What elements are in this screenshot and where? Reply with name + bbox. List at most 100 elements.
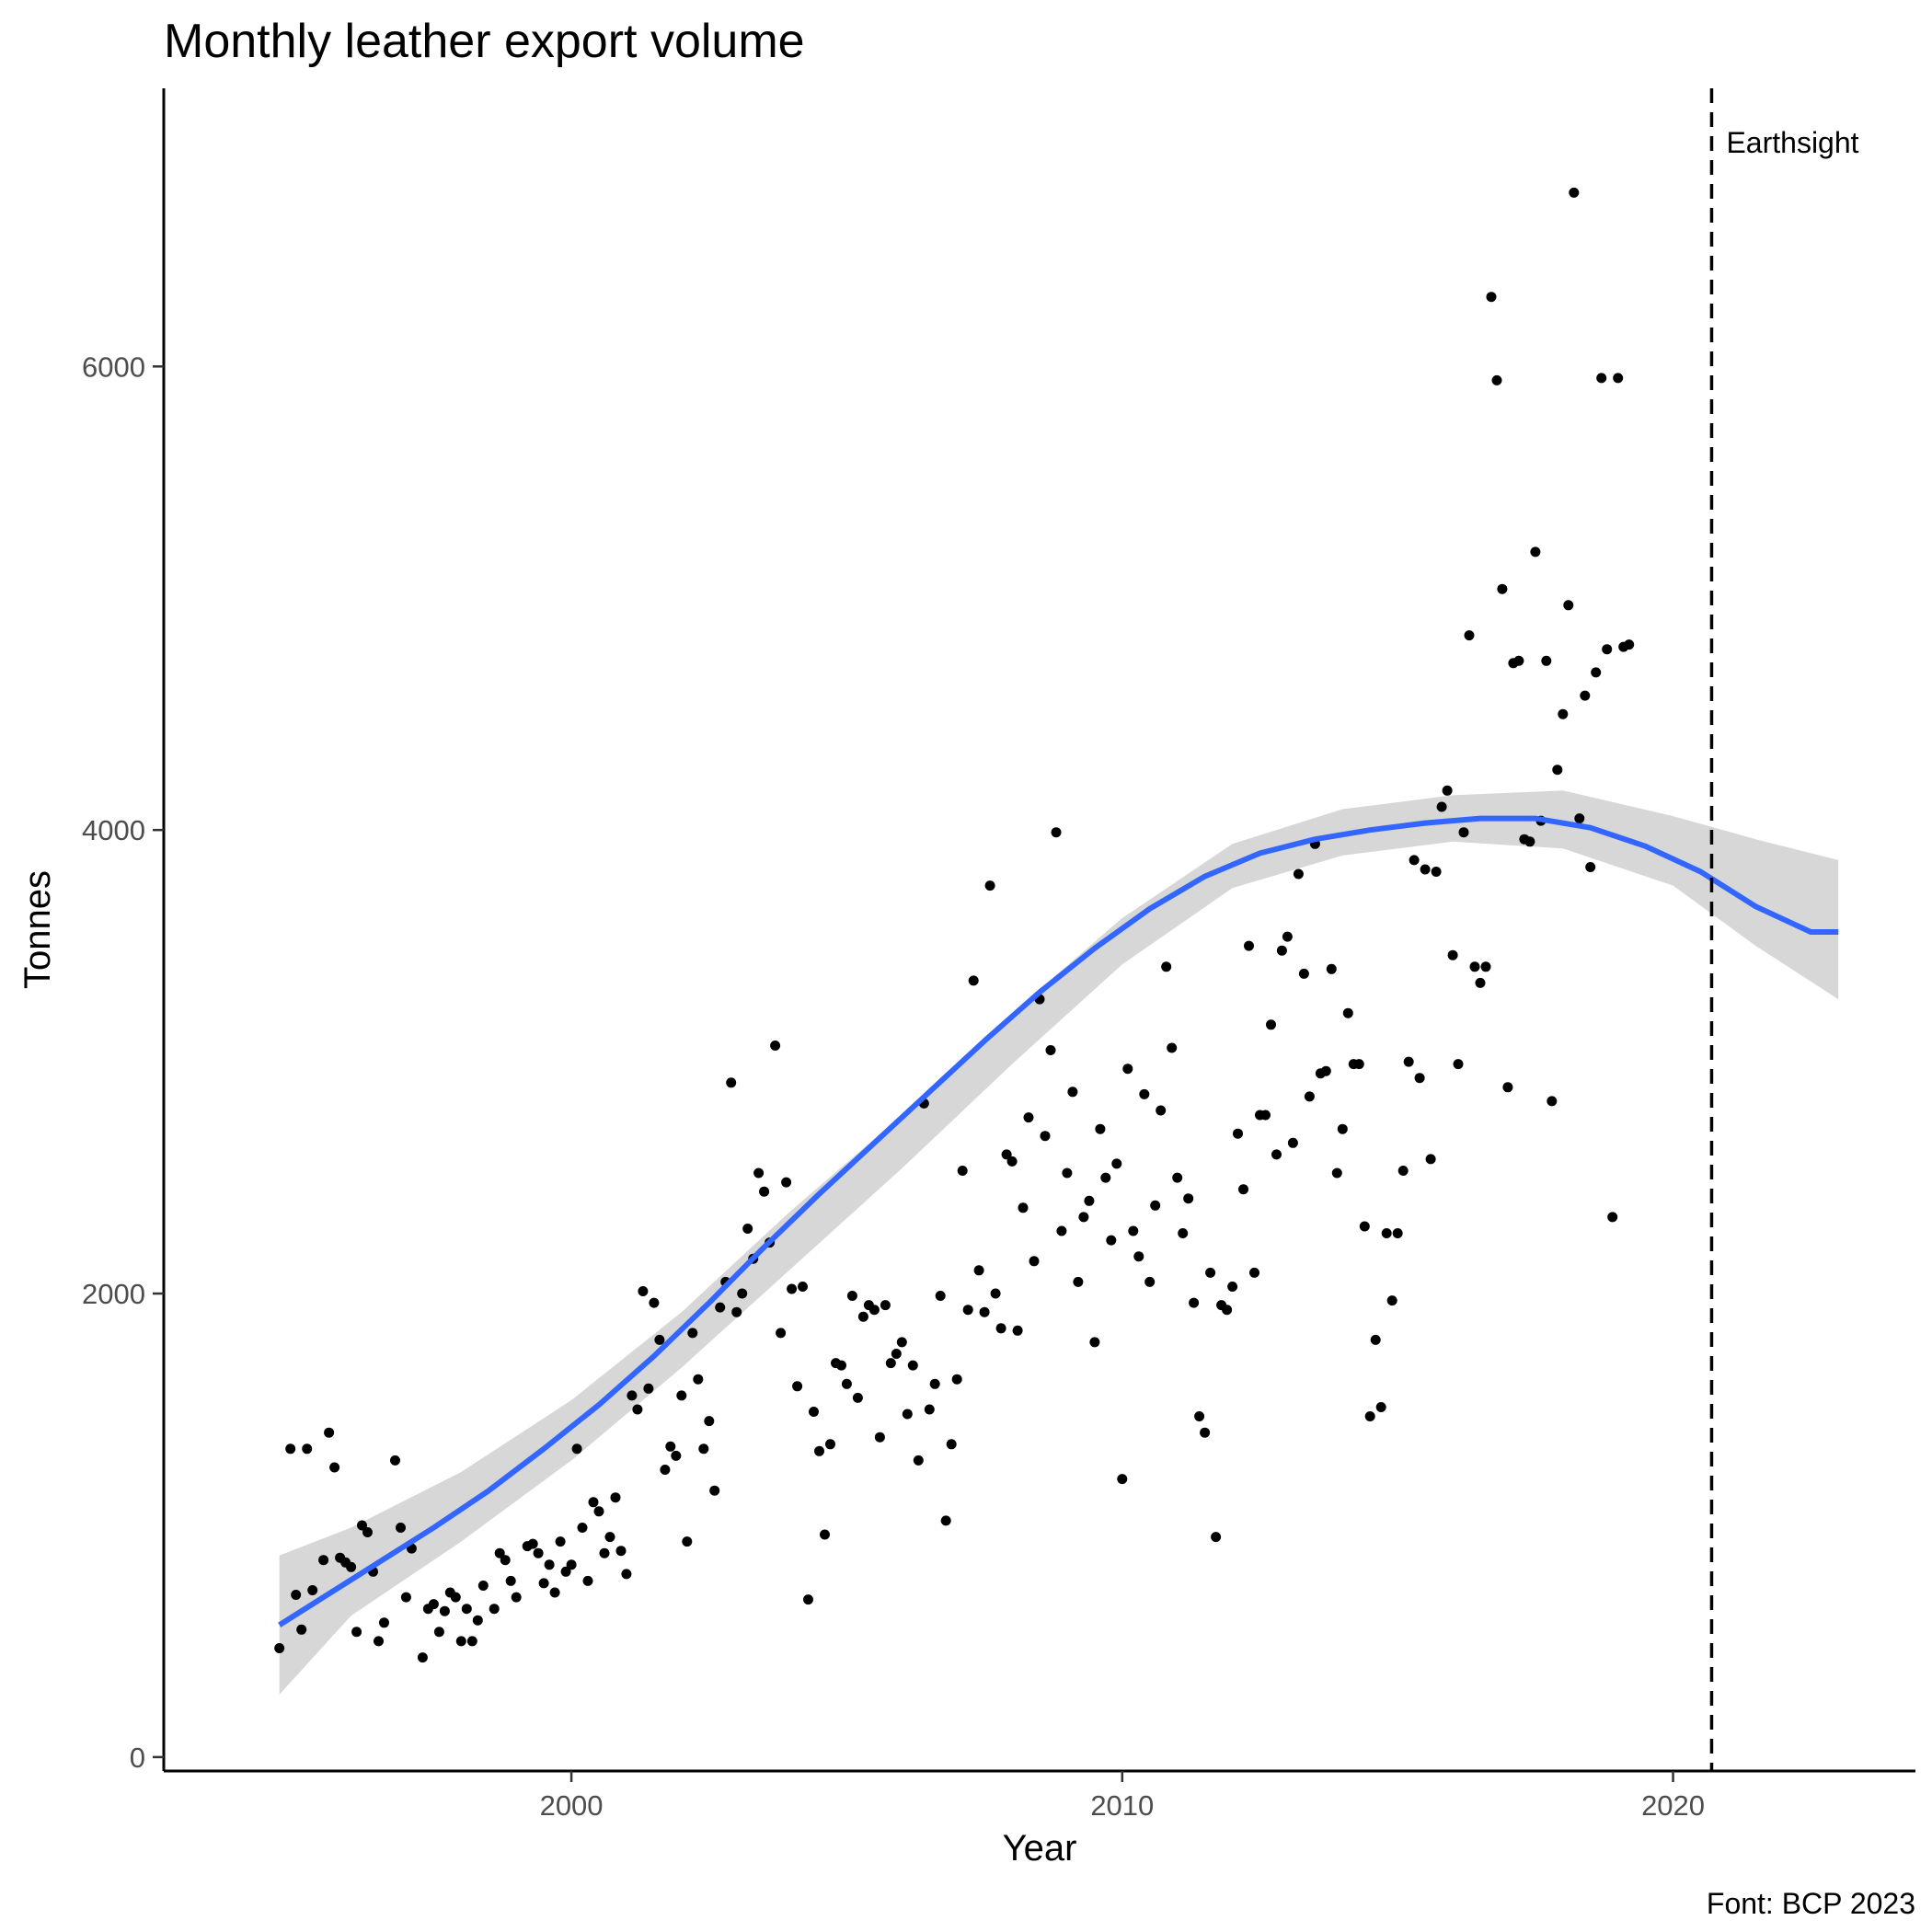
data-point-67 [676, 1390, 687, 1401]
data-point-157 [1172, 1172, 1183, 1183]
data-point-212 [1475, 977, 1486, 988]
data-point-142 [1089, 1337, 1100, 1348]
data-point-127 [1006, 1156, 1018, 1167]
x-axis-label: Year [1003, 1828, 1077, 1869]
data-point-44 [549, 1587, 560, 1598]
data-point-100 [857, 1311, 868, 1322]
data-point-134 [1045, 1045, 1056, 1055]
data-point-76 [726, 1077, 737, 1088]
data-point-110 [913, 1455, 924, 1466]
data-point-179 [1293, 868, 1304, 880]
y-axis-label: Tonnes [17, 870, 58, 989]
data-point-31 [466, 1636, 477, 1647]
data-point-151 [1139, 1088, 1150, 1099]
data-point-115 [940, 1515, 951, 1526]
data-point-93 [820, 1529, 830, 1540]
data-point-190 [1353, 1059, 1364, 1070]
data-point-79 [742, 1224, 753, 1234]
x-tick-label-2010: 2010 [1090, 1789, 1154, 1822]
y-tick-label-4000: 4000 [82, 814, 145, 846]
data-point-121 [973, 1265, 984, 1276]
data-point-90 [803, 1594, 813, 1605]
data-point-96 [836, 1360, 846, 1371]
data-point-123 [984, 880, 995, 891]
data-point-43 [544, 1559, 555, 1570]
data-point-156 [1167, 1042, 1178, 1053]
data-point-24 [428, 1599, 439, 1610]
data-point-89 [798, 1282, 808, 1292]
data-point-34 [489, 1604, 500, 1615]
data-point-53 [599, 1547, 610, 1558]
data-point-18 [390, 1455, 400, 1466]
data-point-174 [1266, 1019, 1276, 1030]
x-tick-label-2000: 2000 [540, 1789, 604, 1822]
data-point-45 [555, 1536, 566, 1547]
data-point-116 [946, 1439, 957, 1450]
data-point-117 [951, 1374, 962, 1385]
data-point-207 [1447, 949, 1458, 960]
data-point-56 [615, 1546, 627, 1557]
x-tick-label-2020: 2020 [1641, 1789, 1705, 1822]
data-point-103 [874, 1432, 885, 1443]
data-point-126 [1001, 1149, 1012, 1160]
data-point-99 [852, 1392, 863, 1403]
data-point-177 [1282, 931, 1293, 942]
data-point-125 [995, 1323, 1006, 1334]
data-point-162 [1200, 1427, 1211, 1438]
data-point-8 [329, 1462, 340, 1473]
data-point-185 [1326, 963, 1337, 974]
data-point-84 [770, 1041, 781, 1051]
data-point-129 [1018, 1202, 1029, 1213]
data-point-160 [1189, 1297, 1200, 1308]
data-point-233 [1591, 667, 1602, 678]
data-point-208 [1453, 1059, 1464, 1070]
data-point-146 [1111, 1158, 1122, 1169]
data-point-188 [1342, 1007, 1353, 1018]
data-point-170 [1244, 940, 1254, 951]
data-point-201 [1414, 1073, 1425, 1084]
data-point-209 [1458, 827, 1469, 838]
data-point-239 [1624, 639, 1635, 650]
data-point-3 [296, 1624, 307, 1635]
data-point-73 [709, 1485, 720, 1496]
data-point-87 [787, 1283, 798, 1294]
data-point-5 [307, 1585, 318, 1595]
data-point-193 [1370, 1334, 1381, 1345]
data-point-25 [433, 1627, 444, 1638]
data-point-128 [1012, 1325, 1023, 1336]
data-point-16 [374, 1636, 384, 1647]
data-point-2 [291, 1590, 302, 1600]
data-point-176 [1276, 945, 1287, 956]
data-point-213 [1480, 961, 1491, 972]
data-point-124 [990, 1288, 1001, 1299]
data-point-78 [737, 1288, 748, 1299]
data-point-72 [704, 1416, 715, 1427]
data-point-70 [693, 1374, 704, 1385]
data-point-194 [1375, 1402, 1386, 1412]
data-point-153 [1150, 1200, 1161, 1211]
data-point-122 [979, 1306, 990, 1317]
data-point-166 [1222, 1305, 1233, 1316]
data-point-41 [533, 1547, 544, 1558]
data-point-202 [1420, 864, 1431, 875]
data-point-13 [357, 1520, 367, 1531]
data-point-102 [868, 1305, 880, 1316]
data-point-196 [1386, 1295, 1397, 1306]
data-point-225 [1547, 1096, 1558, 1107]
data-point-180 [1298, 968, 1309, 979]
data-point-71 [698, 1443, 709, 1455]
data-point-22 [417, 1652, 428, 1663]
data-point-236 [1607, 1212, 1618, 1223]
data-point-210 [1464, 630, 1475, 641]
data-point-19 [396, 1523, 406, 1533]
data-point-35 [494, 1547, 505, 1558]
data-point-106 [891, 1349, 902, 1359]
data-point-205 [1436, 801, 1447, 812]
data-point-112 [924, 1404, 935, 1415]
data-point-28 [450, 1592, 461, 1603]
data-point-20 [400, 1592, 411, 1603]
data-point-173 [1260, 1110, 1271, 1121]
data-point-4 [302, 1443, 313, 1455]
y-tick-label-6000: 6000 [82, 351, 145, 383]
data-point-108 [902, 1409, 913, 1420]
